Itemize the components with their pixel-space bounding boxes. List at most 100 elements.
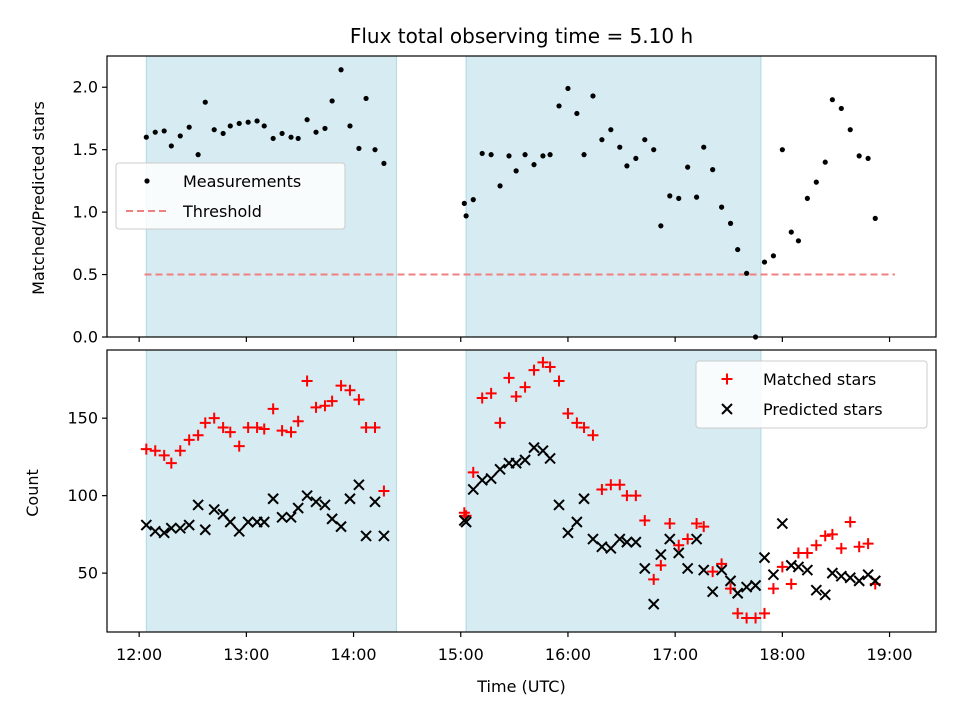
- bottom-plus-point: [319, 400, 331, 412]
- bottom-plus-point: [810, 539, 822, 551]
- bottom-x-point: [639, 562, 651, 575]
- bottom-plus-point: [467, 466, 479, 478]
- top-dot-point: [329, 98, 335, 104]
- top-panel: 0.0 0.5 1.0 1.5 2.0 Measurements Threshold: [73, 55, 937, 347]
- top-dot-point: [599, 137, 605, 143]
- bottom-plus-point: [758, 607, 770, 619]
- bottom-x-point: [158, 527, 170, 539]
- bottom-x-point: [476, 474, 488, 486]
- top-dot-point: [865, 155, 871, 162]
- bottom-x-point: [528, 441, 540, 454]
- bottom-plus-point: [562, 408, 574, 420]
- top-legend-label: Measurements: [183, 172, 301, 191]
- bottom-x-point: [698, 564, 710, 576]
- bottom-x-point: [233, 525, 245, 537]
- bottom-x-point: [690, 533, 703, 545]
- top-dot-point: [788, 229, 794, 235]
- bottom-x-point: [242, 516, 254, 528]
- top-dot-point: [565, 85, 571, 92]
- x-tick-label: 18:00: [759, 645, 805, 664]
- bottom-plus-point: [716, 558, 728, 570]
- bottom-x-point: [731, 587, 744, 599]
- top-dot-point: [372, 147, 378, 153]
- top-dot-point: [288, 134, 294, 140]
- bottom-plus-point: [596, 483, 608, 495]
- top-dot-point: [461, 200, 467, 206]
- bottom-x-point: [648, 598, 660, 610]
- bottom-x-point: [174, 522, 186, 534]
- top-y-axis-label: Matched/Predicted stars: [29, 101, 48, 295]
- top-dot-point: [220, 130, 226, 137]
- bottom-x-point: [276, 511, 288, 524]
- bottom-plus-point: [801, 547, 813, 559]
- bottom-x-point: [485, 472, 497, 485]
- bottom-x-point: [706, 586, 719, 598]
- top-dot-point: [761, 259, 768, 265]
- top-dot-point: [795, 238, 802, 244]
- bottom-plus-point: [835, 542, 847, 554]
- bottom-plus-point: [732, 607, 744, 619]
- bottom-plus-point: [614, 479, 626, 491]
- top-dot-point: [676, 195, 682, 201]
- bottom-plus-point: [494, 417, 506, 429]
- bottom-plus-point: [224, 426, 236, 438]
- bottom-plus-point: [862, 538, 874, 550]
- bottom-plus-point: [673, 539, 685, 551]
- bottom-x-point: [578, 493, 590, 505]
- bottom-x-point: [835, 570, 848, 582]
- top-dot-point: [497, 183, 503, 189]
- top-dot-point: [658, 223, 664, 229]
- bottom-plus-point: [485, 387, 497, 399]
- bottom-x-point: [467, 483, 479, 496]
- top-dot-point: [779, 147, 785, 153]
- bottom-plus-point: [208, 412, 220, 424]
- top-dot-point: [506, 153, 512, 159]
- bottom-plus-point: [503, 372, 515, 384]
- bottom-x-point: [801, 564, 814, 576]
- top-dot-point: [581, 152, 587, 158]
- bottom-plus-point: [476, 392, 488, 404]
- top-dot-point: [245, 119, 251, 125]
- bottom-x-point: [319, 499, 331, 511]
- bottom-x-point: [614, 533, 626, 545]
- top-dot-point: [195, 152, 201, 158]
- bottom-x-point: [655, 548, 667, 561]
- bottom-x-point: [792, 561, 805, 573]
- x-tick-label: 19:00: [866, 645, 912, 664]
- bottom-x-point: [292, 502, 304, 514]
- bottom-plus-point: [587, 429, 599, 441]
- bottom-plus-point: [707, 566, 719, 578]
- bottom-plus-point: [310, 401, 322, 413]
- top-y-tick-label: 1.5: [73, 140, 98, 159]
- bottom-x-point: [776, 517, 789, 530]
- bottom-x-point: [165, 522, 178, 534]
- bottom-x-point: [749, 579, 762, 592]
- top-dot-point: [856, 153, 862, 159]
- top-dot-point: [143, 134, 149, 140]
- bottom-x-point: [360, 530, 372, 542]
- bottom-plus-point: [183, 434, 195, 446]
- bottom-x-point: [258, 516, 270, 528]
- top-legend-marker: [144, 178, 150, 184]
- bottom-plus-point: [276, 425, 288, 437]
- top-dot-point: [531, 162, 537, 168]
- bottom-x-point: [562, 527, 574, 539]
- bottom-x-point: [605, 542, 617, 555]
- bottom-plus-point: [158, 449, 170, 461]
- bottom-plus-point: [553, 375, 565, 387]
- bottom-x-point: [596, 541, 608, 553]
- bottom-x-point: [767, 568, 780, 581]
- bottom-x-point: [844, 572, 856, 584]
- bottom-plus-point: [258, 423, 270, 435]
- top-dot-point: [617, 144, 623, 150]
- x-tick-label: 17:00: [652, 645, 698, 664]
- top-dot-point: [540, 153, 546, 159]
- top-dot-point: [624, 163, 630, 169]
- top-dot-point: [186, 124, 192, 130]
- top-dot-point: [735, 246, 741, 253]
- x-tick-label: 12:00: [116, 645, 162, 664]
- bottom-x-point: [326, 513, 338, 525]
- top-dot-point: [356, 145, 362, 152]
- top-dot-point: [847, 127, 853, 133]
- top-dot-point: [633, 155, 639, 162]
